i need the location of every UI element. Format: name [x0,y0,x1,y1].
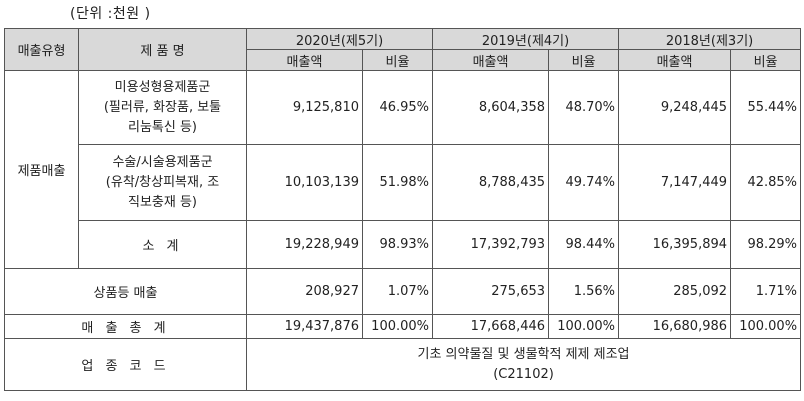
ratio-value: 100.00% [548,314,620,339]
goods-row: 상품등 매출 208,927 1.07% 275,653 1.56% 285,0… [4,268,802,315]
sales-value: 17,392,793 [432,220,550,269]
ratio-value: 49.74% [548,144,620,221]
ratio-value: 100.00% [361,314,434,339]
ratio-value: 51.98% [361,144,434,221]
ratio-value: 1.07% [361,268,434,315]
sales-value: 10,103,139 [246,144,363,221]
sales-value: 285,092 [618,268,732,315]
sales-value: 8,788,435 [432,144,550,221]
industry-code-label: 업 종 코 드 [4,338,247,391]
ratio-value: 1.56% [548,268,620,315]
sales-value: 19,437,876 [246,314,363,339]
industry-code-value: 기초 의약물질 및 생물학적 제제 제조업 (C21102) [245,338,802,391]
sales-value: 16,395,894 [618,220,732,269]
header-ratio: 비율 [730,49,802,71]
sales-value: 8,604,358 [432,70,550,145]
sales-value: 9,248,445 [618,70,732,145]
header-year-2018: 2018년(제3기) [618,28,802,50]
table-row: 수술/시술용제품군 (유착/창상피복재, 조 직보충재 등) 10,103,139 … [5,144,802,221]
product-sales-label: 제품매출 [4,70,79,269]
header-year-2020: 2020년(제5기) [245,28,434,50]
header-product: 제 품 명 [78,28,247,71]
product-name: 수술/시술용제품군 (유착/창상피복재, 조 직보충재 등) [78,144,247,221]
product-name: 미용성형용제품군 (필러류, 화장품, 보툴 리눔톡신 등) [78,70,247,145]
unit-label: (단위 :천원 ) [70,6,151,22]
total-row: 매 출 총 계 19,437,876 100.00% 17,668,446 10… [4,314,802,339]
sales-value: 9,125,810 [246,70,363,145]
ratio-value: 46.95% [361,70,434,145]
industry-code-row: 업 종 코 드 기초 의약물질 및 생물학적 제제 제조업 (C21102) [4,338,802,391]
goods-label: 상품등 매출 [4,268,247,315]
sales-table: 매출유형 제 품 명 2020년(제5기) 2019년(제4기) 2018년(제… [4,28,802,391]
header-sales: 매출액 [246,49,363,71]
header-sales: 매출액 [432,49,550,71]
sales-value: 7,147,449 [618,144,732,221]
header-sales: 매출액 [618,49,732,71]
ratio-value: 48.70% [548,70,620,145]
header-ratio: 비율 [548,49,620,71]
sales-value: 17,668,446 [432,314,550,339]
sales-value: 275,653 [432,268,550,315]
total-label: 매 출 총 계 [4,314,247,339]
ratio-value: 55.44% [730,70,802,145]
table-row: 제품매출 미용성형용제품군 (필러류, 화장품, 보툴 리눔톡신 등) 9,125,… [4,70,802,269]
header-category: 매출유형 [4,28,79,71]
sales-value: 208,927 [246,268,363,315]
sales-value: 16,680,986 [618,314,732,339]
header-ratio: 비율 [361,49,434,71]
ratio-value: 42.85% [730,144,802,221]
ratio-value: 1.71% [730,268,802,315]
subtotal-label: 소 계 [78,220,247,269]
subtotal-row: 소 계 19,228,949 98.93% 17,392,793 98.44% … [5,220,802,269]
ratio-value: 100.00% [730,314,802,339]
header-year-2019: 2019년(제4기) [432,28,620,50]
sales-value: 19,228,949 [246,220,363,269]
ratio-value: 98.93% [361,220,434,269]
ratio-value: 98.44% [548,220,620,269]
ratio-value: 98.29% [730,220,802,269]
